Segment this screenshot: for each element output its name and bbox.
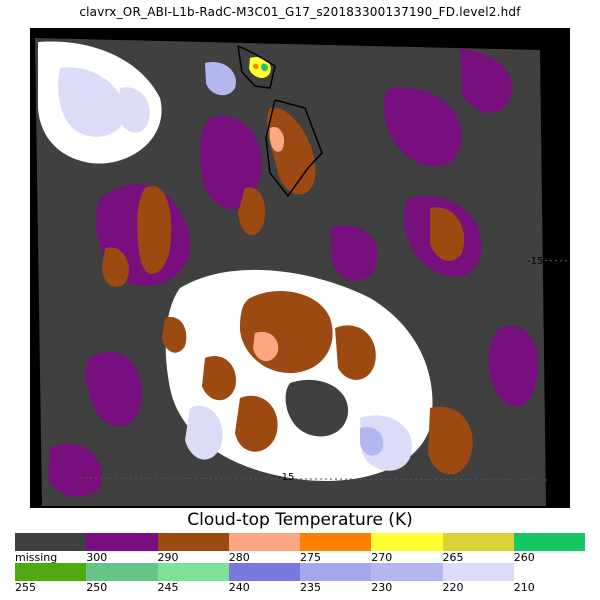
legend-labels-1: missing 300 290 280 275 270 265 260 <box>15 551 585 564</box>
legend-label: 210 <box>513 581 535 594</box>
legend-row-1 <box>15 533 585 551</box>
legend-labels-2: 255 250 245 240 235 230 220 210 <box>15 581 585 594</box>
clear-gap <box>285 379 349 437</box>
legend-label: missing <box>15 551 58 564</box>
legend-title: Cloud-top Temperature (K) <box>187 510 413 530</box>
legend-label: 240 <box>228 581 250 594</box>
legend-swatch <box>371 533 443 551</box>
legend-label: 235 <box>300 581 321 594</box>
longitude-label: -150 <box>527 256 550 267</box>
lavender-230k-cloud <box>205 62 384 456</box>
legend-swatch <box>157 563 229 581</box>
legend-swatch <box>442 533 514 551</box>
outline-polygon-top <box>237 45 276 89</box>
legend-swatch <box>442 563 514 581</box>
legend-swatch <box>15 563 87 581</box>
legend-swatch <box>371 563 443 581</box>
latitude-line <box>79 477 551 481</box>
legend-label: 250 <box>86 581 108 594</box>
legend-label: 290 <box>157 551 179 564</box>
legend-label: 270 <box>371 551 393 564</box>
legend-label: 280 <box>228 551 250 564</box>
legend-swatch <box>228 563 300 581</box>
satellite-map: -150 -15 <box>30 28 570 508</box>
longitude-line <box>529 259 570 262</box>
legend-swatch <box>228 533 300 551</box>
legend-swatch <box>300 563 372 581</box>
legend-label: 245 <box>157 581 179 594</box>
legend-swatch <box>15 533 87 551</box>
outline-polygon-mid <box>265 99 323 198</box>
legend-label: 260 <box>513 551 535 564</box>
peach-280k-cloud <box>253 127 285 362</box>
cloud-temperature-map <box>35 38 570 506</box>
legend-label: 220 <box>442 581 464 594</box>
legend-label: 265 <box>442 551 464 564</box>
legend-swatch <box>157 533 229 551</box>
legend-label: 230 <box>371 581 393 594</box>
legend-label: 255 <box>15 581 36 594</box>
latitude-label: -15 <box>278 472 295 483</box>
brown-290k-cloud <box>102 107 465 288</box>
legend-swatch <box>513 563 585 581</box>
legend-label: 275 <box>300 551 321 564</box>
image-title: clavrx_OR_ABI-L1b-RadC-M3C01_G17_s201833… <box>79 5 521 19</box>
legend-swatch <box>86 533 158 551</box>
warm-spot-top <box>249 56 271 79</box>
legend-swatch <box>86 563 158 581</box>
legend-label: 300 <box>86 551 108 564</box>
legend-row-2 <box>15 563 585 581</box>
legend-swatch <box>513 533 585 551</box>
legend-swatch <box>300 533 372 551</box>
